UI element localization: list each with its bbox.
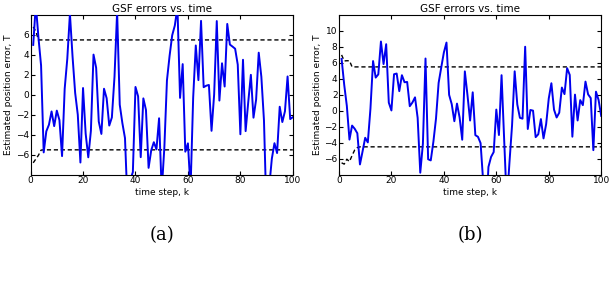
Title: GSF errors vs. time: GSF errors vs. time (112, 4, 212, 14)
Text: (a): (a) (149, 226, 174, 244)
X-axis label: time step, k: time step, k (134, 188, 188, 197)
Y-axis label: Estimated position error, T: Estimated position error, T (4, 35, 13, 155)
X-axis label: time step, k: time step, k (443, 188, 497, 197)
Y-axis label: Estimated position error, T: Estimated position error, T (313, 35, 322, 155)
Title: GSF errors vs. time: GSF errors vs. time (420, 4, 520, 14)
Text: (b): (b) (457, 226, 483, 244)
